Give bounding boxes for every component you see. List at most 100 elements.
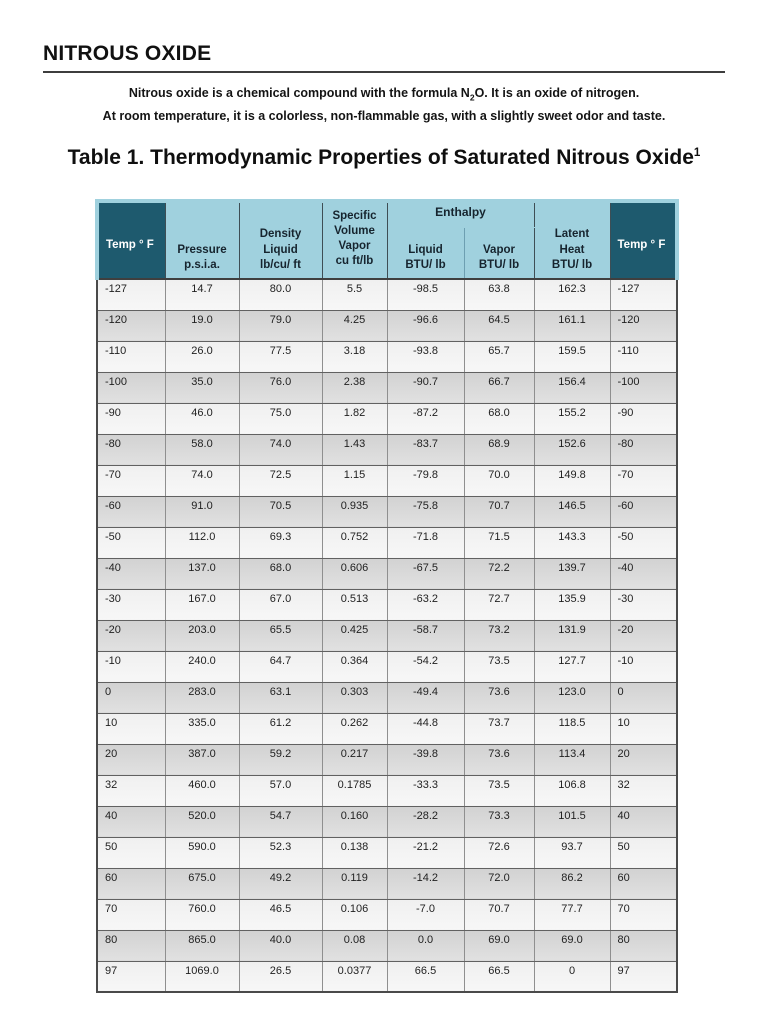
table-cell: -93.8 xyxy=(386,340,465,373)
page-title: NITROUS OXIDE xyxy=(43,42,212,65)
table-cell: -79.8 xyxy=(386,464,465,497)
table-cell: 58.0 xyxy=(164,433,240,466)
table-cell: 77.7 xyxy=(533,898,611,931)
table-cell: 54.7 xyxy=(238,805,323,838)
table-cell: 123.0 xyxy=(533,681,611,714)
table-cell: 135.9 xyxy=(533,588,611,621)
table-cell: 79.0 xyxy=(238,309,323,342)
table-cell: 66.5 xyxy=(463,960,535,993)
table-cell: 70.7 xyxy=(463,898,535,931)
table-cell: 72.7 xyxy=(463,588,535,621)
table-cell: 97 xyxy=(609,960,678,993)
table-cell: -87.2 xyxy=(386,402,465,435)
table-cell: 97 xyxy=(96,960,166,993)
table-cell: 74.0 xyxy=(238,433,323,466)
table-cell: -67.5 xyxy=(386,557,465,590)
table-cell: 65.7 xyxy=(463,340,535,373)
table-cell: 387.0 xyxy=(164,743,240,776)
table-cell: -50 xyxy=(96,526,166,559)
table-row: -40 137.0 68.0 0.606 -67.5 72.2 139.7 -40 xyxy=(96,557,678,590)
intro-paragraph: Nitrous oxide is a chemical compound wit… xyxy=(0,84,768,125)
col-header-enthalpy-vapor: Vapor BTU/ lb xyxy=(463,226,535,280)
table-row: 50 590.0 52.3 0.138 -21.2 72.6 93.7 50 xyxy=(96,836,678,869)
table-cell: 590.0 xyxy=(164,836,240,869)
table-cell: -71.8 xyxy=(386,526,465,559)
table-cell: 73.5 xyxy=(463,774,535,807)
table-row: -50 112.0 69.3 0.752 -71.8 71.5 143.3 -50 xyxy=(96,526,678,559)
col-header-density: Density Liquid lb/cu/ ft xyxy=(238,199,323,280)
table-cell: 131.9 xyxy=(533,619,611,652)
table-cell: -30 xyxy=(609,588,678,621)
table-cell: 112.0 xyxy=(164,526,240,559)
table-cell: 61.2 xyxy=(238,712,323,745)
table-cell: -70 xyxy=(609,464,678,497)
table-cell: 156.4 xyxy=(533,371,611,404)
table-cell: 59.2 xyxy=(238,743,323,776)
table-cell: 50 xyxy=(96,836,166,869)
table-cell: 68.0 xyxy=(463,402,535,435)
intro-line1-tail: O. It is an oxide of nitrogen. xyxy=(474,86,640,100)
table-row: 0 283.0 63.1 0.303 -49.4 73.6 123.0 0 xyxy=(96,681,678,714)
table-cell: -98.5 xyxy=(386,278,465,311)
table-cell: 3.18 xyxy=(321,340,388,373)
table-cell: 101.5 xyxy=(533,805,611,838)
table-cell: 1.43 xyxy=(321,433,388,466)
table-cell: 0.752 xyxy=(321,526,388,559)
intro-line1: Nitrous oxide is a chemical compound wit… xyxy=(129,86,640,103)
table-cell: 14.7 xyxy=(164,278,240,311)
table-cell: 75.0 xyxy=(238,402,323,435)
table-cell: -110 xyxy=(609,340,678,373)
table-cell: 167.0 xyxy=(164,588,240,621)
formula-subscript: 2 xyxy=(469,92,475,103)
table-row: 70 760.0 46.5 0.106 -7.0 70.7 77.7 70 xyxy=(96,898,678,931)
table-cell: 46.5 xyxy=(238,898,323,931)
table-cell: 72.5 xyxy=(238,464,323,497)
table-row: -110 26.0 77.5 3.18 -93.8 65.7 159.5 -110 xyxy=(96,340,678,373)
table-row: 10 335.0 61.2 0.262 -44.8 73.7 118.5 10 xyxy=(96,712,678,745)
table-cell: 146.5 xyxy=(533,495,611,528)
table-cell: 0.364 xyxy=(321,650,388,683)
table-cell: 0 xyxy=(533,960,611,993)
table-title-footnote-mark: 1 xyxy=(693,147,701,159)
table-cell: 106.8 xyxy=(533,774,611,807)
table-cell: -28.2 xyxy=(386,805,465,838)
table-cell: -120 xyxy=(96,309,166,342)
table-cell: 283.0 xyxy=(164,681,240,714)
table-cell: -127 xyxy=(96,278,166,311)
table-cell: 0.0377 xyxy=(321,960,388,993)
table-cell: 40.0 xyxy=(238,929,323,962)
table-cell: 26.0 xyxy=(164,340,240,373)
table-cell: 0.217 xyxy=(321,743,388,776)
table-cell: -50 xyxy=(609,526,678,559)
table-cell: -30 xyxy=(96,588,166,621)
table-cell: 240.0 xyxy=(164,650,240,683)
table-cell: 0.425 xyxy=(321,619,388,652)
table-cell: 57.0 xyxy=(238,774,323,807)
table-cell: -21.2 xyxy=(386,836,465,869)
table-cell: 0 xyxy=(96,681,166,714)
table-cell: 0.935 xyxy=(321,495,388,528)
table-cell: 32 xyxy=(609,774,678,807)
table-cell: -40 xyxy=(609,557,678,590)
table-cell: 86.2 xyxy=(533,867,611,900)
table-cell: 70 xyxy=(96,898,166,931)
table-cell: 1.15 xyxy=(321,464,388,497)
table-cell: 118.5 xyxy=(533,712,611,745)
table-cell: 675.0 xyxy=(164,867,240,900)
table-cell: 162.3 xyxy=(533,278,611,311)
table-cell: -90 xyxy=(96,402,166,435)
table-cell: 40 xyxy=(609,805,678,838)
table-cell: -10 xyxy=(96,650,166,683)
table-row: 32 460.0 57.0 0.1785 -33.3 73.5 106.8 32 xyxy=(96,774,678,807)
table-cell: -75.8 xyxy=(386,495,465,528)
table-cell: 335.0 xyxy=(164,712,240,745)
table-cell: 203.0 xyxy=(164,619,240,652)
table-cell: 60 xyxy=(609,867,678,900)
table-cell: -60 xyxy=(96,495,166,528)
table-cell: 152.6 xyxy=(533,433,611,466)
table-cell: 69.0 xyxy=(463,929,535,962)
table-cell: 520.0 xyxy=(164,805,240,838)
table-cell: 0.303 xyxy=(321,681,388,714)
table-cell: 64.5 xyxy=(463,309,535,342)
table-cell: 73.2 xyxy=(463,619,535,652)
